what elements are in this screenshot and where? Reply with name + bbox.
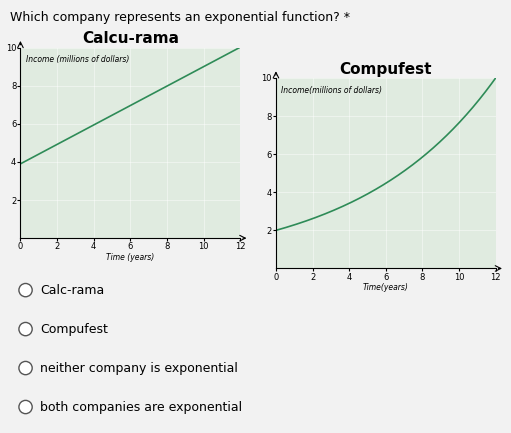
Text: Compufest: Compufest bbox=[40, 323, 108, 336]
Text: Calc-rama: Calc-rama bbox=[40, 284, 104, 297]
Text: neither company is exponential: neither company is exponential bbox=[40, 362, 238, 375]
Text: Income(millions of dollars): Income(millions of dollars) bbox=[282, 86, 382, 94]
Text: both companies are exponential: both companies are exponential bbox=[40, 401, 242, 414]
Text: Income (millions of dollars): Income (millions of dollars) bbox=[26, 55, 129, 64]
X-axis label: Time(years): Time(years) bbox=[363, 283, 409, 292]
Title: Compufest: Compufest bbox=[339, 62, 432, 77]
Title: Calcu-rama: Calcu-rama bbox=[82, 32, 179, 46]
X-axis label: Time (years): Time (years) bbox=[106, 253, 154, 262]
Text: Which company represents an exponential function? *: Which company represents an exponential … bbox=[10, 11, 350, 24]
